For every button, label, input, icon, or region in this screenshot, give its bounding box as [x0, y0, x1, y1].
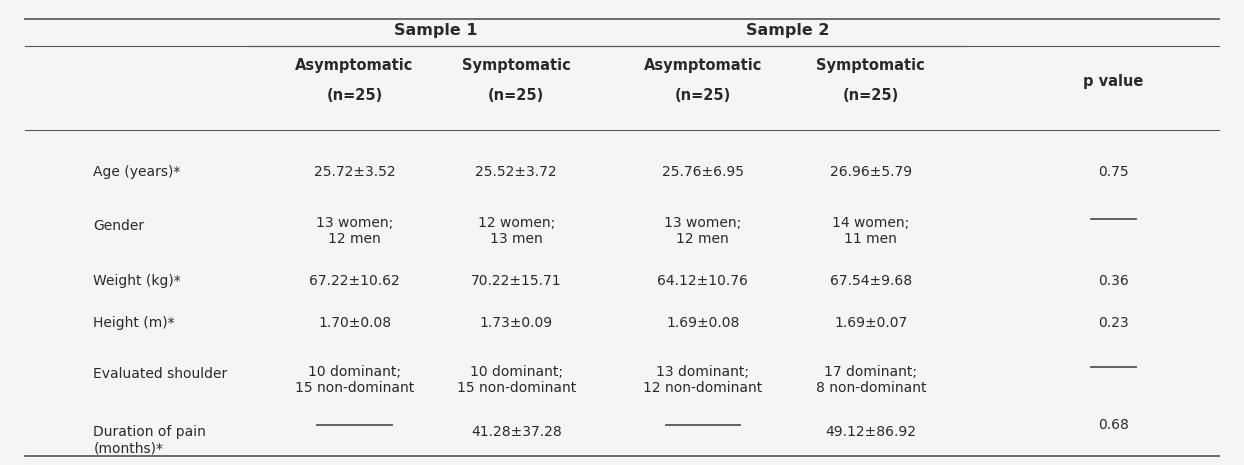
Text: (n=25): (n=25): [326, 88, 383, 103]
Text: 41.28±37.28: 41.28±37.28: [471, 425, 561, 439]
Text: p value: p value: [1084, 74, 1143, 89]
Text: 26.96±5.79: 26.96±5.79: [830, 165, 912, 179]
Text: 49.12±86.92: 49.12±86.92: [825, 425, 917, 439]
Text: 10 dominant;
15 non-dominant: 10 dominant; 15 non-dominant: [457, 365, 576, 395]
Text: Age (years)*: Age (years)*: [93, 165, 180, 179]
Text: Symptomatic: Symptomatic: [462, 58, 571, 73]
Text: (n=25): (n=25): [488, 88, 545, 103]
Text: Duration of pain
(months)*: Duration of pain (months)*: [93, 425, 207, 456]
Text: 13 women;
12 men: 13 women; 12 men: [316, 216, 393, 246]
Text: 13 dominant;
12 non-dominant: 13 dominant; 12 non-dominant: [643, 365, 763, 395]
Text: 1.73±0.09: 1.73±0.09: [480, 316, 552, 330]
Text: 1.69±0.08: 1.69±0.08: [667, 316, 739, 330]
Text: 1.69±0.07: 1.69±0.07: [835, 316, 907, 330]
Text: Evaluated shoulder: Evaluated shoulder: [93, 367, 228, 381]
Text: 1.70±0.08: 1.70±0.08: [318, 316, 391, 330]
Text: 25.52±3.72: 25.52±3.72: [475, 165, 557, 179]
Text: Asymptomatic: Asymptomatic: [643, 58, 763, 73]
Text: 25.76±6.95: 25.76±6.95: [662, 165, 744, 179]
Text: 17 dominant;
8 non-dominant: 17 dominant; 8 non-dominant: [816, 365, 926, 395]
Text: 25.72±3.52: 25.72±3.52: [313, 165, 396, 179]
Text: Asymptomatic: Asymptomatic: [295, 58, 414, 73]
Text: Gender: Gender: [93, 219, 144, 232]
Text: Symptomatic: Symptomatic: [816, 58, 926, 73]
Text: 0.68: 0.68: [1098, 418, 1128, 432]
Text: 14 women;
11 men: 14 women; 11 men: [832, 216, 909, 246]
Text: Height (m)*: Height (m)*: [93, 316, 175, 330]
Text: 10 dominant;
15 non-dominant: 10 dominant; 15 non-dominant: [295, 365, 414, 395]
Text: Weight (kg)*: Weight (kg)*: [93, 274, 182, 288]
Text: 0.36: 0.36: [1098, 274, 1128, 288]
Text: 64.12±10.76: 64.12±10.76: [657, 274, 749, 288]
Text: 67.22±10.62: 67.22±10.62: [310, 274, 399, 288]
Text: Sample 2: Sample 2: [745, 23, 830, 38]
Text: (n=25): (n=25): [674, 88, 731, 103]
Text: 0.23: 0.23: [1098, 316, 1128, 330]
Text: 67.54±9.68: 67.54±9.68: [830, 274, 912, 288]
Text: 12 women;
13 men: 12 women; 13 men: [478, 216, 555, 246]
Text: 13 women;
12 men: 13 women; 12 men: [664, 216, 741, 246]
Text: Sample 1: Sample 1: [393, 23, 478, 38]
Text: (n=25): (n=25): [842, 88, 899, 103]
Text: 0.75: 0.75: [1098, 165, 1128, 179]
Text: 70.22±15.71: 70.22±15.71: [471, 274, 561, 288]
